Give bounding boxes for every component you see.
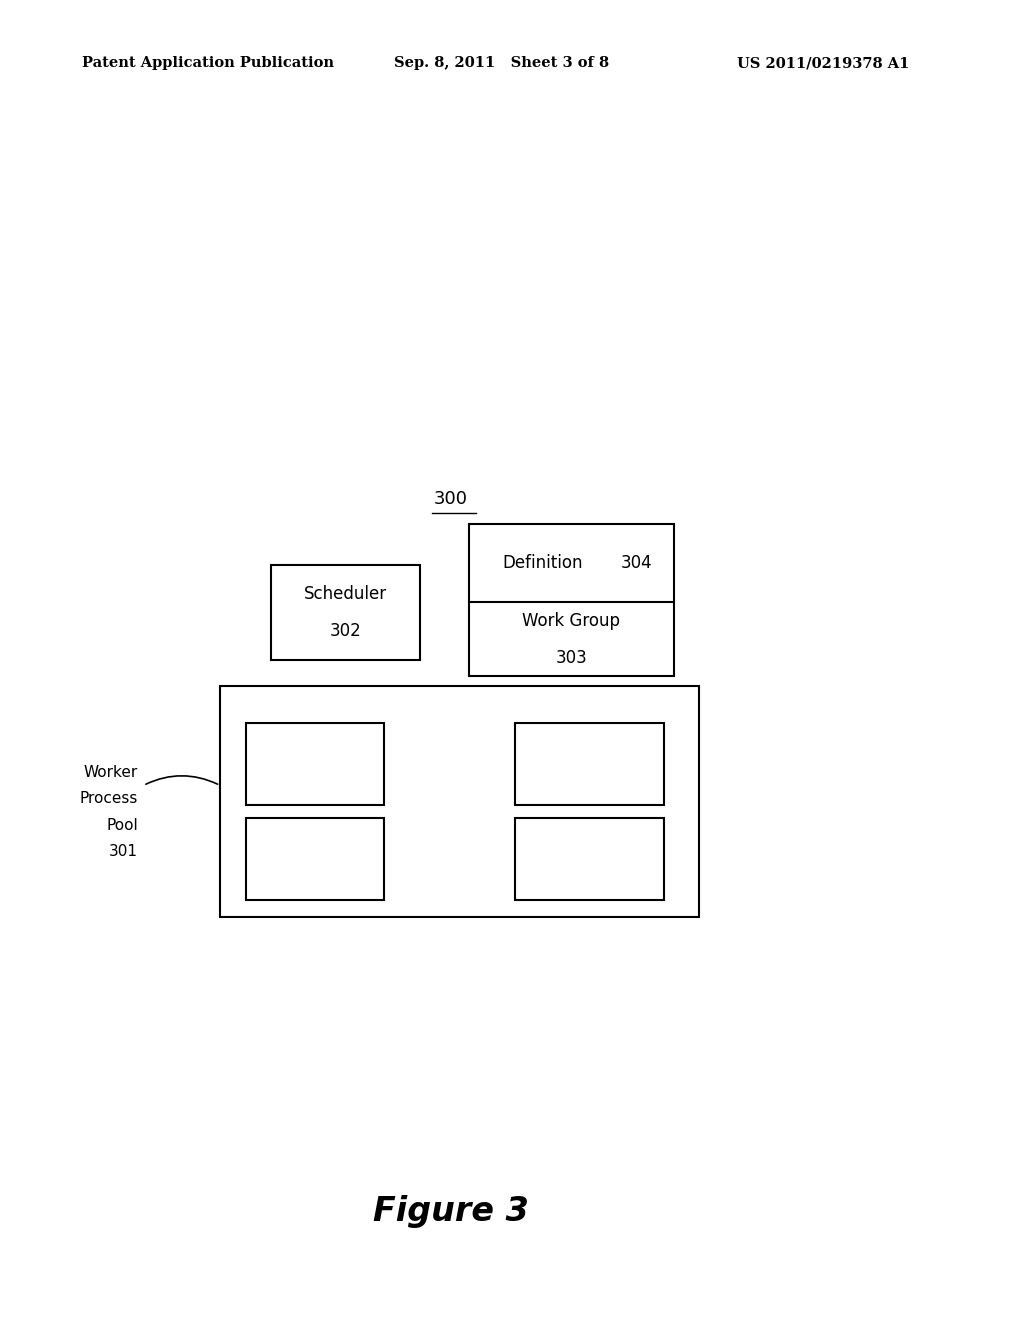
Bar	[220, 686, 699, 917]
Text: 303: 303	[555, 648, 588, 667]
Text: 304: 304	[622, 554, 652, 572]
Bar	[246, 818, 384, 900]
Text: 301C: 301C	[293, 850, 337, 869]
Text: Process: Process	[80, 791, 138, 807]
Text: 301A: 301A	[293, 755, 337, 774]
Text: Patent Application Publication: Patent Application Publication	[82, 57, 334, 70]
Text: US 2011/0219378 A1: US 2011/0219378 A1	[737, 57, 909, 70]
Text: 301D: 301D	[567, 850, 611, 869]
Text: Pool: Pool	[106, 817, 138, 833]
Text: Worker: Worker	[84, 764, 138, 780]
Text: 301B: 301B	[567, 755, 611, 774]
Text: 302: 302	[330, 622, 361, 640]
Text: Sep. 8, 2011   Sheet 3 of 8: Sep. 8, 2011 Sheet 3 of 8	[394, 57, 609, 70]
Bar	[515, 723, 664, 805]
Bar	[271, 565, 420, 660]
Text: Scheduler: Scheduler	[304, 585, 387, 603]
Text: Figure 3: Figure 3	[373, 1196, 528, 1228]
Text: Work Group: Work Group	[522, 611, 621, 630]
Bar	[515, 818, 664, 900]
Text: 300: 300	[433, 490, 468, 508]
Bar	[246, 723, 384, 805]
Text: Definition: Definition	[503, 554, 583, 572]
Text: 301: 301	[110, 843, 138, 859]
Bar	[469, 524, 674, 676]
